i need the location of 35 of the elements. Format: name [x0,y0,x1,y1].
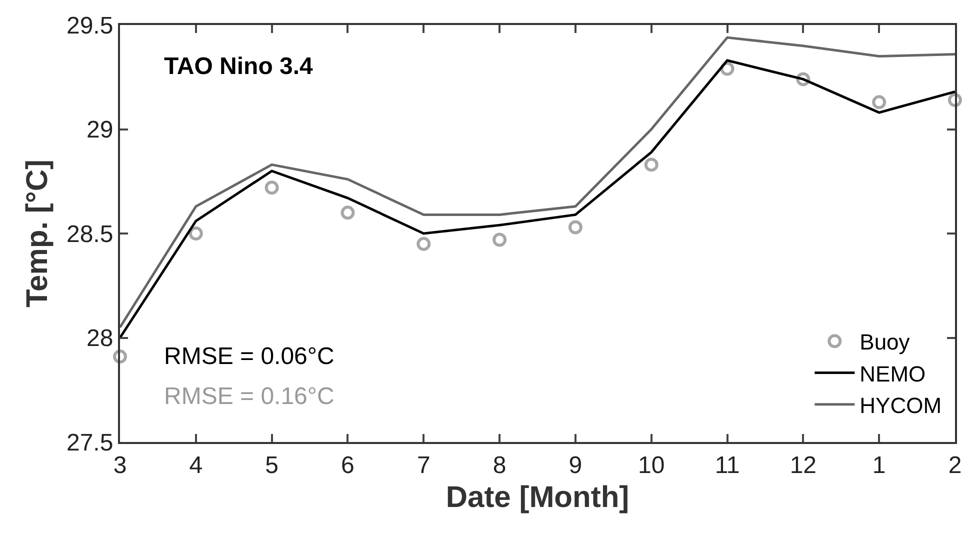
x-tick-label: 5 [265,452,278,479]
point [188,226,203,240]
point [948,93,962,108]
y-axis-title: Temp. [°C] [20,159,54,308]
point [416,236,431,251]
point [264,180,279,195]
x-tick-label: 2 [948,452,962,479]
x-tick-label: 8 [492,452,506,479]
y-tick-label: 28.5 [66,220,114,248]
text: TAO Nino 3.4 [164,53,314,80]
annotation: RMSE = 0.16°C [164,383,334,410]
x-tick-label: 10 [638,452,665,479]
y-tick-label: 27.5 [66,429,114,456]
x-axis-title: Date [Month] [446,480,630,514]
y-tick-label: 29 [86,116,114,144]
point [568,220,582,234]
x-tick-label: 11 [714,452,740,479]
x-tick-label: 12 [790,452,817,479]
x-tick-label: 9 [568,452,582,479]
legend-label: HYCOM [860,392,942,418]
x-tick-label: 1 [872,452,886,479]
point [872,95,886,110]
legend-label: NEMO [860,361,926,386]
point [492,232,507,247]
x-tick-label: 4 [189,452,203,479]
point [644,158,658,172]
x-tick-label: 7 [416,452,430,479]
y-tick-label: 29.5 [66,12,114,40]
point [340,206,355,220]
x-tick-label: 3 [113,452,127,479]
point [113,350,127,364]
x-tick-label: 6 [341,452,354,479]
legend-label: Buoy [860,330,910,355]
annotation: RMSE = 0.06°C [164,343,334,370]
y-tick-label: 28 [86,325,114,352]
